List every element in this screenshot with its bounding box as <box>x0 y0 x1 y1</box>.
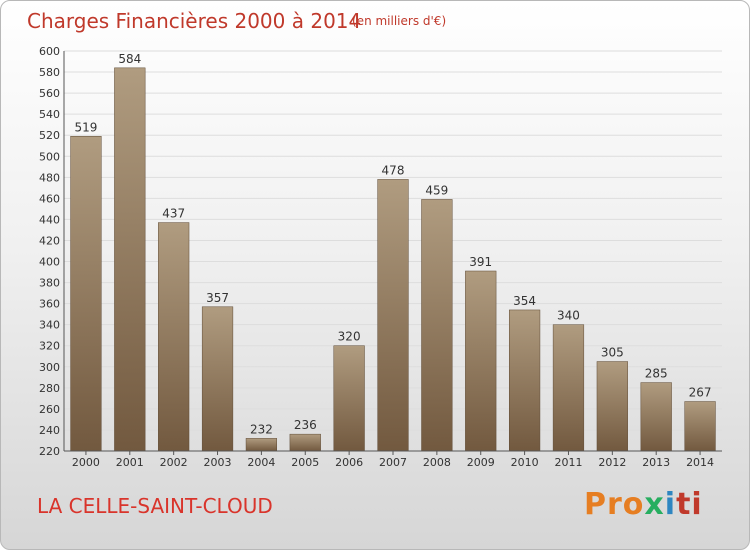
y-tick-label: 520 <box>39 129 60 142</box>
y-tick-label: 480 <box>39 171 60 184</box>
y-tick-label: 300 <box>39 361 60 374</box>
bar <box>70 136 102 452</box>
bar <box>377 179 409 452</box>
y-tick-label: 420 <box>39 234 60 247</box>
y-tick-label: 240 <box>39 424 60 437</box>
bar <box>289 433 321 452</box>
y-tick-label: 600 <box>39 45 60 58</box>
data-label: 584 <box>118 52 141 66</box>
bar <box>158 222 190 452</box>
y-tick-label: 560 <box>39 87 60 100</box>
bar <box>333 345 365 452</box>
bar <box>552 324 585 452</box>
data-label: 391 <box>469 255 492 269</box>
y-tick-label: 340 <box>39 319 60 332</box>
bar <box>114 67 146 452</box>
y-tick-label: 380 <box>39 277 60 290</box>
data-label: 236 <box>294 418 317 432</box>
logo-part: Pro <box>584 487 645 522</box>
x-tick-label: 2002 <box>160 456 188 469</box>
x-tick-label: 2005 <box>291 456 319 469</box>
location-name: LA CELLE-SAINT-CLOUD <box>37 494 273 518</box>
x-tick-label: 2010 <box>511 456 539 469</box>
x-tick-label: 2006 <box>335 456 363 469</box>
x-tick-label: 2000 <box>72 456 100 469</box>
bar <box>508 309 541 452</box>
y-tick-label: 440 <box>39 213 60 226</box>
proxiti-logo: Proxiti <box>584 487 703 522</box>
logo-part: ti <box>676 487 703 522</box>
bar <box>640 382 672 452</box>
chart-title: Charges Financières 2000 à 2014 <box>27 9 362 33</box>
y-tick-label: 220 <box>39 445 60 458</box>
bar <box>245 438 278 452</box>
x-tick-label: 2011 <box>554 456 582 469</box>
data-label: 437 <box>162 207 185 221</box>
x-tick-label: 2013 <box>642 456 670 469</box>
bar <box>201 306 234 452</box>
logo-part: x <box>644 487 665 522</box>
y-tick-label: 400 <box>39 256 60 269</box>
data-label: 478 <box>382 163 405 177</box>
y-tick-label: 540 <box>39 108 60 121</box>
y-tick-label: 320 <box>39 340 60 353</box>
bar <box>596 361 628 452</box>
y-tick-label: 260 <box>39 403 60 416</box>
data-label: 357 <box>206 291 229 305</box>
data-label: 354 <box>513 294 536 308</box>
bar <box>421 199 453 452</box>
x-tick-label: 2009 <box>467 456 495 469</box>
x-tick-label: 2008 <box>423 456 451 469</box>
data-label: 267 <box>689 386 712 400</box>
data-label: 340 <box>557 309 580 323</box>
data-label: 285 <box>645 367 668 381</box>
y-tick-label: 500 <box>39 150 60 163</box>
chart-subtitle: (en milliers d'€) <box>352 14 447 28</box>
x-tick-label: 2004 <box>247 456 275 469</box>
data-label: 320 <box>338 330 361 344</box>
y-tick-label: 280 <box>39 382 60 395</box>
data-label: 232 <box>250 422 273 436</box>
x-tick-label: 2012 <box>598 456 626 469</box>
data-label: 305 <box>601 346 624 360</box>
x-tick-label: 2007 <box>379 456 407 469</box>
bar <box>465 270 497 452</box>
data-label: 519 <box>74 120 97 134</box>
bar <box>684 401 716 452</box>
x-tick-label: 2003 <box>204 456 232 469</box>
x-tick-label: 2014 <box>686 456 714 469</box>
logo-part: i <box>664 487 677 522</box>
y-tick-label: 460 <box>39 192 60 205</box>
y-tick-label: 580 <box>39 66 60 79</box>
x-tick-label: 2001 <box>116 456 144 469</box>
data-label: 459 <box>425 183 448 197</box>
y-tick-label: 360 <box>39 298 60 311</box>
